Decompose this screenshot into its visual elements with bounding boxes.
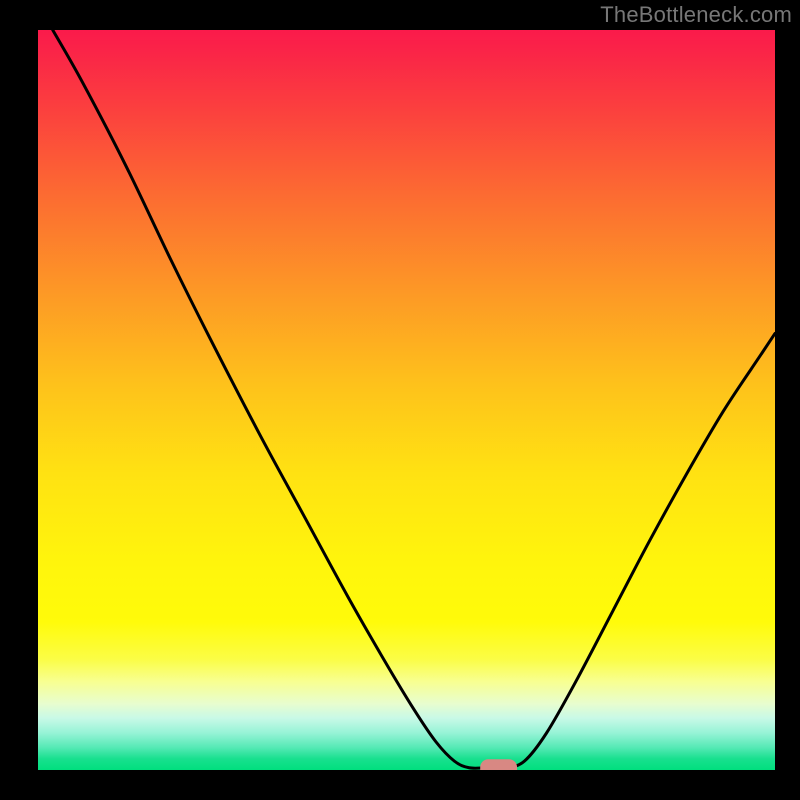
- gradient-background: [38, 30, 775, 770]
- plot-svg: [38, 30, 775, 770]
- optimum-marker: [480, 759, 517, 770]
- watermark-text: TheBottleneck.com: [600, 2, 792, 28]
- chart-frame: TheBottleneck.com: [0, 0, 800, 800]
- plot-area: [38, 30, 775, 770]
